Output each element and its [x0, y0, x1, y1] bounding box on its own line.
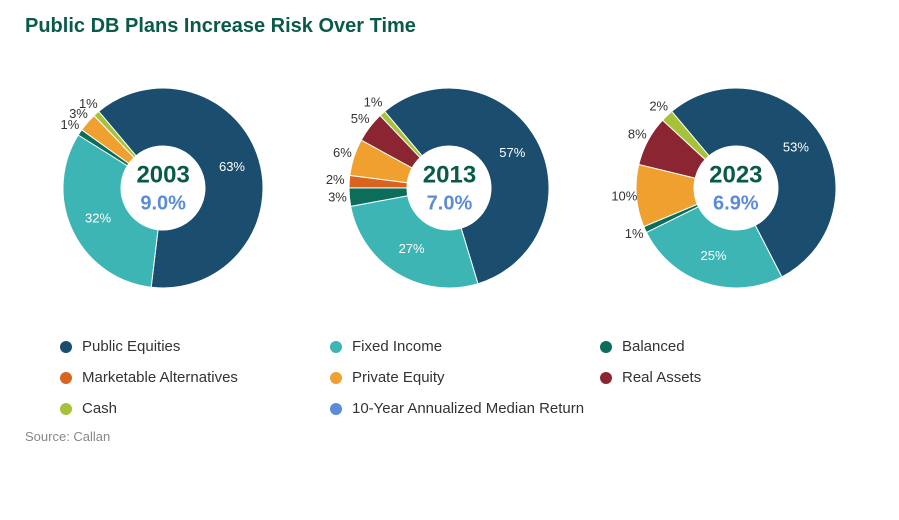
slice-label: 32%: [85, 211, 111, 226]
donut-center: 20236.9%: [709, 159, 762, 216]
donut-return: 6.9%: [709, 191, 762, 217]
donut-year: 2013: [423, 159, 476, 190]
slice-label: 1%: [79, 96, 98, 111]
slice-label: 2%: [649, 98, 668, 113]
legend: Public Equities Fixed Income Balanced Marke…: [0, 318, 899, 417]
legend-item-balanced: Balanced: [600, 338, 860, 355]
slice-label: 63%: [219, 159, 245, 174]
chart-title: Public DB Plans Increase Risk Over Time: [0, 0, 899, 48]
donut-return: 7.0%: [423, 191, 476, 217]
donut-center: 20039.0%: [136, 159, 189, 216]
charts-row: 63% 32% 1% 3% 1% 20039.0% 57% 27% 3% 2% 6% 5% 1% 2013…: [0, 48, 899, 318]
slice-label: 1%: [625, 226, 644, 241]
legend-item-cash: Cash: [60, 400, 320, 417]
donut-year: 2023: [709, 159, 762, 190]
slice-label: 1%: [364, 94, 383, 109]
legend-swatch: [600, 372, 612, 384]
slice-label: 2%: [326, 172, 345, 187]
legend-label: Fixed Income: [352, 338, 442, 355]
legend-label: Public Equities: [82, 338, 180, 355]
legend-item-return: 10-Year Annualized Median Return: [330, 400, 590, 417]
slice-label: 6%: [334, 145, 353, 160]
slice-label: 53%: [783, 140, 809, 155]
legend-label: Cash: [82, 400, 117, 417]
legend-label: Marketable Alternatives: [82, 369, 238, 386]
donut-chart-2013: 57% 27% 3% 2% 6% 5% 1% 20137.0%: [319, 58, 579, 318]
donut-year: 2003: [136, 159, 189, 190]
slice-label: 8%: [628, 127, 647, 142]
legend-label: 10-Year Annualized Median Return: [352, 400, 584, 417]
donut-center: 20137.0%: [423, 159, 476, 216]
legend-swatch: [330, 341, 342, 353]
slice-label: 57%: [500, 145, 526, 160]
legend-swatch: [600, 341, 612, 353]
donut-return: 9.0%: [136, 191, 189, 217]
legend-item-marketable_alt: Marketable Alternatives: [60, 369, 320, 386]
slice-label: 3%: [329, 190, 348, 205]
slice-label: 25%: [700, 248, 726, 263]
legend-swatch: [330, 403, 342, 415]
legend-item-fixed_income: Fixed Income: [330, 338, 590, 355]
source-text: Source: Callan: [0, 417, 899, 444]
legend-item-public_equities: Public Equities: [60, 338, 320, 355]
donut-chart-2003: 63%32%1%3%1%20039.0%: [33, 58, 293, 318]
legend-swatch: [60, 341, 72, 353]
slice-label: 5%: [351, 111, 370, 126]
legend-swatch: [60, 403, 72, 415]
slice-label: 27%: [399, 241, 425, 256]
legend-label: Private Equity: [352, 369, 445, 386]
legend-swatch: [60, 372, 72, 384]
donut-chart-2023: 53% 25% 1% 10% 8%2% 20236.9%: [606, 58, 866, 318]
legend-item-real_assets: Real Assets: [600, 369, 860, 386]
legend-label: Real Assets: [622, 369, 701, 386]
slice-label: 10%: [611, 188, 637, 203]
legend-item-private_equity: Private Equity: [330, 369, 590, 386]
legend-label: Balanced: [622, 338, 685, 355]
legend-swatch: [330, 372, 342, 384]
